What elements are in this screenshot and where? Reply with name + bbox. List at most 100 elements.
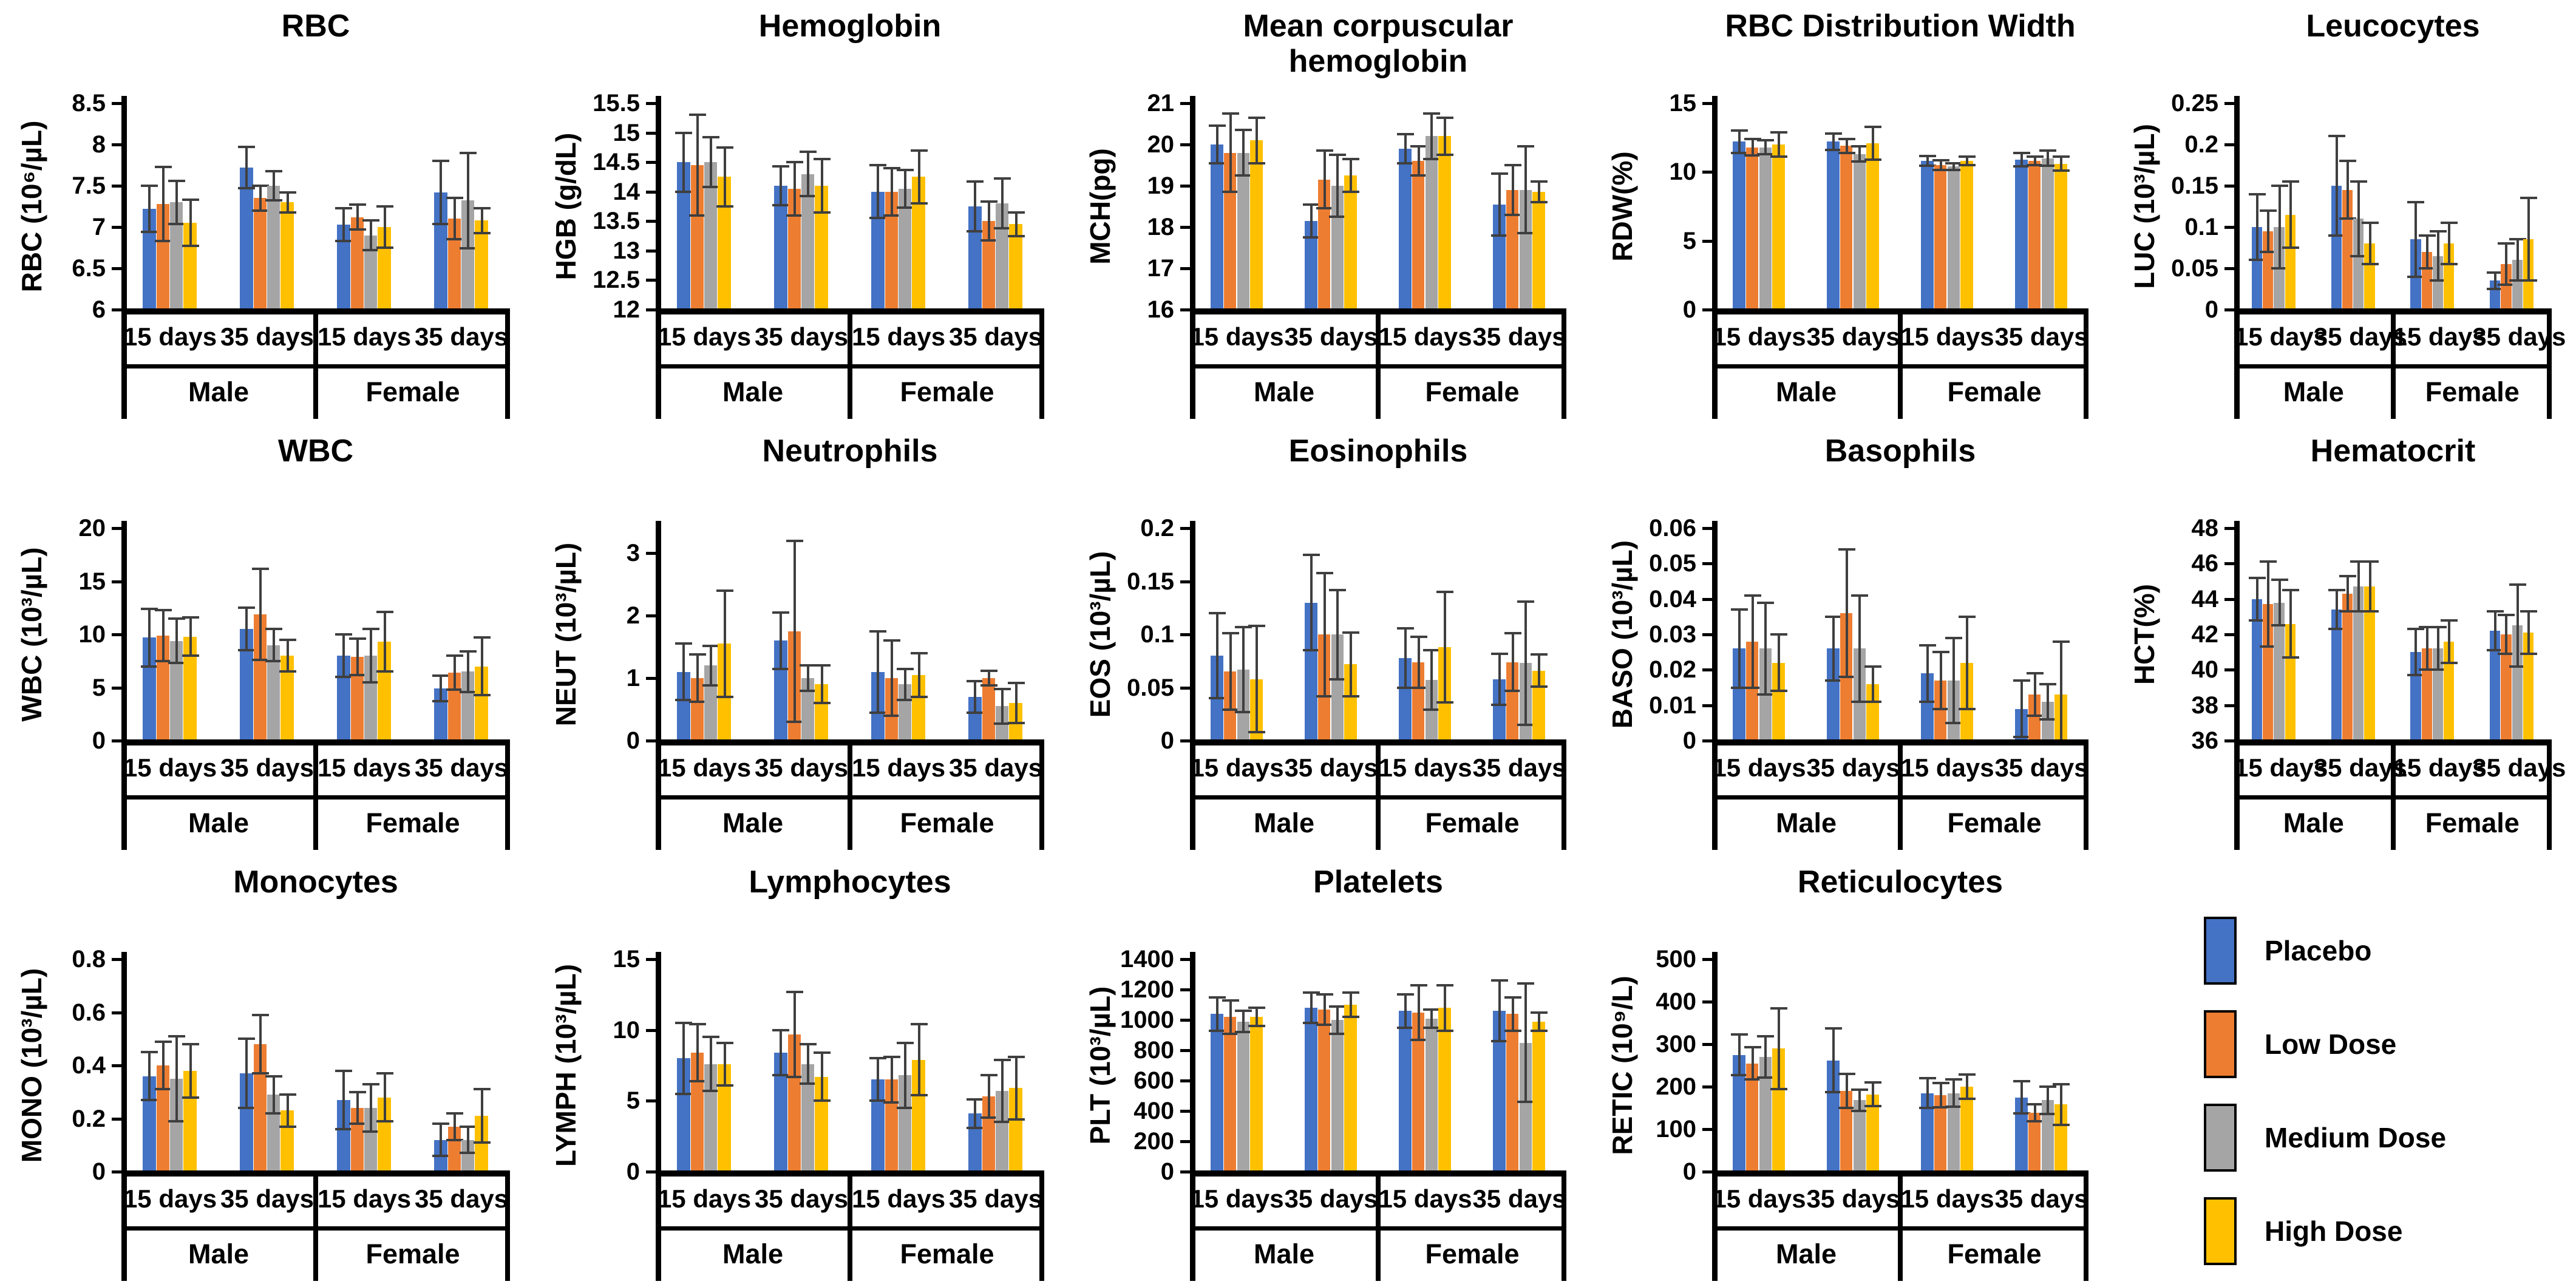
period-label: 35 days <box>220 322 314 351</box>
error-bar-cap <box>1932 159 1949 162</box>
error-bar-cap <box>2282 246 2299 249</box>
y-tick-label: 1 <box>626 665 640 692</box>
error-bar <box>2505 243 2508 285</box>
sex-label-female: Female <box>365 807 460 838</box>
legend: Placebo Low Dose Medium Dose High Dose <box>2113 856 2576 1287</box>
error-bar-cap <box>2328 628 2345 631</box>
bar-placebo-male-35-days <box>774 640 787 741</box>
bar-placebo-female-15-days <box>1399 1011 1412 1172</box>
chart-reticulocytes: Reticulocytes RETIC (10⁹/L) 0 100 200 300 400 5… <box>1591 856 2113 1287</box>
y-tick-mark <box>646 552 656 555</box>
error-bar-cap <box>772 1074 790 1077</box>
error-bar <box>453 656 456 690</box>
y-tick-mark <box>1180 958 1190 961</box>
period-label: 35 days <box>1806 753 1900 782</box>
error-bar <box>1952 1079 1956 1107</box>
error-bar <box>1430 114 1433 159</box>
error-bar-cap <box>1959 615 1976 618</box>
bar-high-dose-female-15-days <box>1438 136 1451 310</box>
error-bar-cap <box>251 209 269 212</box>
error-bar-cap <box>473 636 491 639</box>
y-tick-label: 8 <box>92 131 106 158</box>
y-tick-label: 0.05 <box>1127 674 1174 701</box>
error-bar-cap <box>2339 217 2356 220</box>
y-tick-label: 0.02 <box>1649 656 1696 684</box>
error-bar <box>467 1126 470 1153</box>
error-bar-cap <box>2248 192 2266 195</box>
error-bar-cap <box>1757 1076 1775 1079</box>
error-bar-cap <box>1436 701 1454 704</box>
y-axis-label: NEUT (10³/µL) <box>550 542 582 727</box>
error-bar-cap <box>1838 151 1855 154</box>
error-bar <box>723 590 726 697</box>
bar-medium-dose-male-35-days <box>1853 1100 1866 1172</box>
error-bar-cap <box>1222 112 1239 115</box>
error-bar <box>974 182 977 231</box>
error-bar-cap <box>2013 151 2030 154</box>
error-bar <box>2425 627 2428 670</box>
y-tick-mark <box>2224 143 2234 146</box>
error-bar-cap <box>1396 1026 1414 1029</box>
y-tick-mark <box>112 308 121 311</box>
error-bar-cap <box>238 146 256 149</box>
bar-medium-dose-male-15-days <box>1237 152 1250 310</box>
error-bar-cap <box>265 199 283 202</box>
error-bar-cap <box>2039 1112 2057 1115</box>
error-bar-cap <box>473 1141 491 1144</box>
category-row-divider <box>121 1226 510 1231</box>
error-bar-cap <box>376 1072 393 1075</box>
error-bar-cap <box>1531 685 1548 688</box>
y-axis <box>121 952 127 1281</box>
y-tick-label: 0 <box>1160 727 1174 754</box>
y-tick-label: 17 <box>1147 255 1175 282</box>
error-bar-cap <box>2248 259 2266 262</box>
chart-lymphocytes: Lymphocytes LYMPH (10³/µL) 0 5 10 15 15 days 35… <box>534 856 1069 1287</box>
bar-low-dose-female-15-days <box>2421 648 2432 741</box>
bar-medium-dose-female-35-days <box>2041 701 2054 741</box>
bar-high-dose-male-35-days <box>1866 1094 1879 1172</box>
error-bar-cap <box>2339 610 2356 613</box>
error-bar-cap <box>1490 703 1508 706</box>
y-tick-label: 20 <box>1147 131 1175 158</box>
y-tick-label: 0.2 <box>72 1105 106 1132</box>
period-label: 35 days <box>1284 753 1378 782</box>
period-label: 15 days <box>1712 1184 1806 1213</box>
error-bar-cap <box>2487 649 2504 652</box>
error-bar-cap <box>967 680 984 683</box>
error-bar <box>148 609 151 667</box>
y-tick-label: 6.5 <box>72 255 106 282</box>
y-tick-mark <box>1702 958 1712 961</box>
bar-high-dose-male-35-days <box>280 656 294 741</box>
error-bar-cap <box>1235 625 1252 628</box>
error-bar <box>1939 160 1942 170</box>
error-bar-cap <box>2248 576 2266 579</box>
error-bar <box>890 168 893 216</box>
error-bar <box>807 665 810 691</box>
bar-medium-dose-female-35-days <box>996 1091 1009 1172</box>
y-axis <box>1712 96 1718 419</box>
error-bar <box>383 612 386 672</box>
error-bar <box>1511 633 1514 691</box>
period-label: 15 days <box>657 1184 752 1213</box>
sex-label-male: Male <box>188 1238 250 1269</box>
error-bar-cap <box>800 1082 817 1085</box>
error-bar-cap <box>800 1043 817 1045</box>
error-bar-cap <box>1248 116 1266 119</box>
y-tick-mark <box>2224 597 2234 601</box>
y-tick-label: 0.06 <box>1649 515 1696 542</box>
error-bar-cap <box>1959 1073 1976 1076</box>
error-bar-cap <box>910 202 928 205</box>
error-bar <box>2060 641 2063 741</box>
bar-placebo-male-35-days <box>1305 1008 1317 1172</box>
y-tick-label: 14 <box>613 178 641 205</box>
error-bar <box>2278 579 2281 626</box>
error-bar <box>1511 165 1514 215</box>
bar-low-dose-female-35-days <box>982 221 995 310</box>
y-tick-label: 800 <box>1133 1037 1174 1064</box>
sex-label-male: Male <box>1775 376 1837 407</box>
y-tick-label: 0.2 <box>1140 515 1174 542</box>
chart-title: Hemoglobin <box>758 8 942 44</box>
error-bar <box>161 1041 165 1090</box>
bar-high-dose-female-15-days <box>378 1097 391 1172</box>
